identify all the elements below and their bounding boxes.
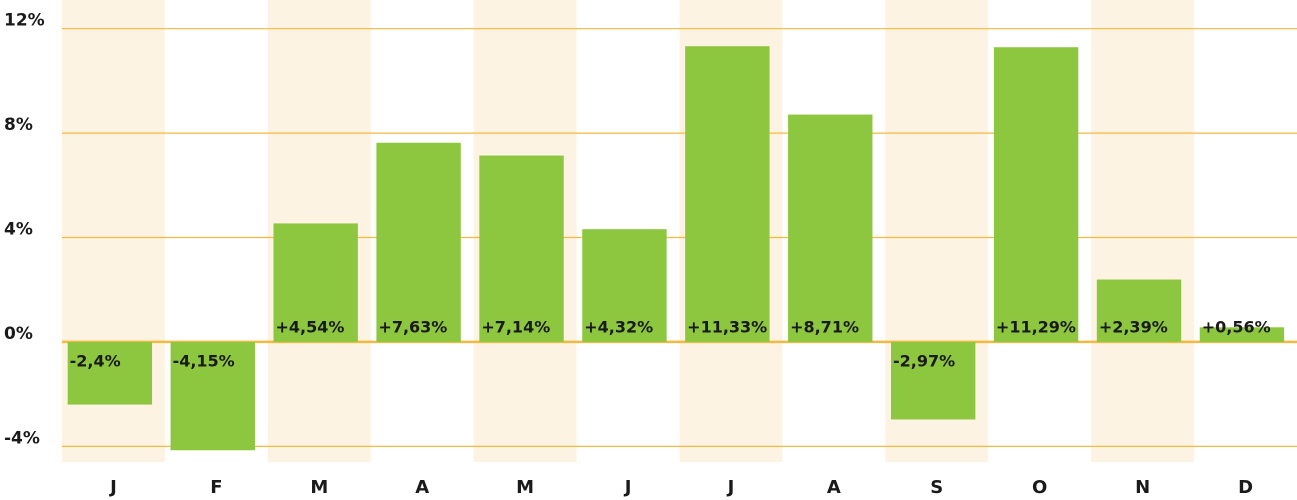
x-tick-label: O [1032,477,1047,498]
value-label: +7,14% [481,317,550,336]
x-tick-label: F [210,477,222,498]
value-label: -2,97% [893,351,955,370]
bar [685,46,770,342]
y-tick-label: 4% [4,220,33,240]
bar [273,223,358,342]
value-label: +2,39% [1099,317,1168,336]
value-label: -4,15% [173,351,235,370]
y-tick-label: -4% [4,428,40,448]
bar [479,155,564,342]
value-label: -2,4% [70,351,121,370]
x-tick-label: N [1135,477,1150,498]
bar [582,229,667,342]
x-tick-label: S [930,477,943,498]
bar [1199,327,1285,342]
x-tick-label: J [623,477,632,498]
x-tick-label: A [415,477,429,498]
value-label: +8,71% [790,317,859,336]
bar [1096,279,1182,342]
y-tick-label: 8% [4,115,33,135]
x-tick-label: A [827,477,841,498]
bar [67,341,153,405]
bar [788,114,873,342]
x-tick-label: M [516,477,534,498]
value-label: +4,32% [584,317,653,336]
value-label: +0,56% [1202,317,1271,336]
x-tick-label: J [726,477,735,498]
value-label: +7,63% [378,317,447,336]
bar [376,142,461,342]
column-stripe [1091,0,1195,462]
value-label: +4,54% [275,317,344,336]
y-tick-label: 0% [4,324,33,344]
x-tick-label: M [310,477,328,498]
value-label: +11,29% [996,317,1076,336]
value-label: +11,33% [687,317,767,336]
y-tick-label: 12% [4,11,45,31]
x-tick-label: D [1238,477,1253,498]
bar [890,341,976,420]
bar [993,47,1079,342]
x-tick-label: J [108,477,117,498]
bar [170,341,255,451]
